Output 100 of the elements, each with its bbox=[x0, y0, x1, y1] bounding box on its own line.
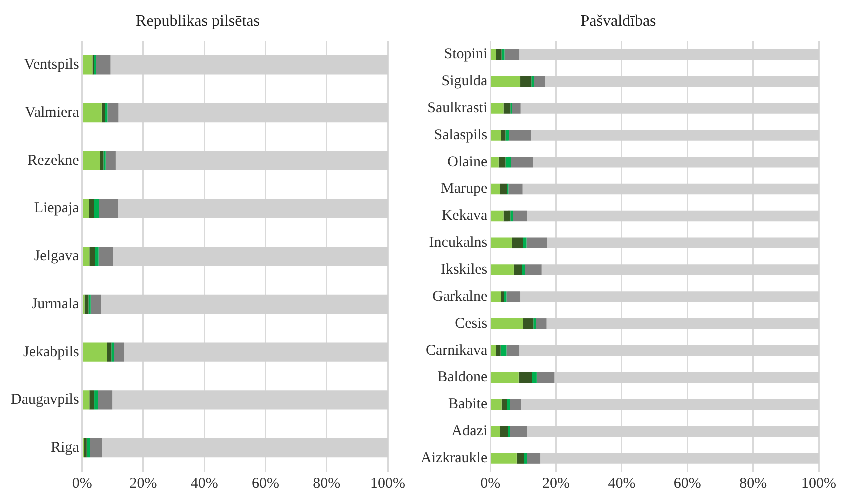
y-tick-label: Stopini bbox=[444, 46, 488, 63]
y-tick-label: Marupe bbox=[440, 181, 488, 198]
y-tick-label: Garkalne bbox=[432, 288, 488, 305]
bar bbox=[514, 264, 522, 276]
y-tick-label: Rezekne bbox=[28, 152, 80, 169]
bar bbox=[520, 76, 532, 87]
bar bbox=[510, 210, 514, 222]
bar bbox=[501, 292, 504, 302]
bar bbox=[83, 342, 108, 362]
x-tick-label: 60% bbox=[674, 476, 702, 492]
bar bbox=[496, 49, 502, 60]
bar bbox=[98, 390, 113, 410]
bar bbox=[506, 345, 520, 356]
bar bbox=[534, 76, 546, 87]
bar bbox=[83, 103, 102, 123]
bar bbox=[491, 453, 517, 464]
bar bbox=[112, 342, 114, 362]
bar bbox=[491, 49, 496, 60]
bar bbox=[513, 210, 528, 222]
bar bbox=[89, 199, 94, 218]
bar bbox=[107, 342, 112, 362]
bar bbox=[498, 156, 506, 168]
bar bbox=[98, 247, 114, 266]
bar bbox=[90, 247, 96, 266]
bar bbox=[512, 103, 521, 114]
bar bbox=[491, 210, 504, 222]
x-tick-label: 60% bbox=[252, 476, 280, 492]
y-tick-label: Jelgava bbox=[34, 248, 80, 265]
y-tick-label: Incukalns bbox=[429, 235, 488, 252]
bar bbox=[524, 453, 528, 464]
bar bbox=[491, 130, 502, 141]
x-tick-label: 0% bbox=[72, 476, 92, 492]
bar bbox=[491, 238, 512, 249]
bar bbox=[506, 292, 521, 302]
y-tick-label: Kekava bbox=[442, 208, 488, 224]
y-tick-label: Cesis bbox=[455, 316, 488, 332]
y-tick-label: Babite bbox=[448, 396, 488, 413]
bar bbox=[512, 238, 524, 249]
x-tick-label: 20% bbox=[542, 476, 570, 492]
bar bbox=[509, 130, 532, 141]
bar bbox=[491, 292, 502, 302]
bar bbox=[534, 318, 536, 330]
bar bbox=[510, 399, 522, 410]
y-tick-label: Baldone bbox=[438, 370, 488, 386]
bar bbox=[83, 56, 93, 75]
bar bbox=[500, 184, 508, 195]
chart-title: Pašvaldības bbox=[580, 12, 656, 30]
bar bbox=[83, 151, 100, 170]
bar bbox=[491, 399, 502, 410]
bar bbox=[507, 399, 510, 410]
bar bbox=[527, 453, 541, 464]
bar bbox=[114, 342, 125, 362]
bar bbox=[491, 372, 519, 384]
bar bbox=[532, 76, 534, 87]
y-tick-label: Daugavpils bbox=[10, 392, 80, 408]
bar bbox=[525, 264, 542, 276]
bar bbox=[83, 199, 90, 218]
bar bbox=[518, 372, 532, 384]
bar bbox=[491, 103, 504, 114]
bar bbox=[95, 247, 99, 266]
bar bbox=[511, 156, 533, 168]
x-tick-label: 40% bbox=[608, 476, 636, 492]
x-tick-label: 40% bbox=[190, 476, 218, 492]
y-tick-label: Ikskiles bbox=[440, 262, 488, 278]
bar bbox=[106, 151, 116, 170]
x-tick-label: 100% bbox=[370, 476, 406, 492]
bar bbox=[508, 184, 523, 195]
y-tick-label: Riga bbox=[50, 440, 80, 456]
y-tick-label: Jekabpils bbox=[23, 344, 80, 360]
bar bbox=[523, 238, 527, 249]
bar bbox=[491, 345, 496, 356]
x-tick-label: 100% bbox=[802, 476, 836, 492]
bar bbox=[86, 438, 90, 458]
bar bbox=[105, 103, 108, 123]
bar bbox=[504, 210, 511, 222]
x-tick-label: 80% bbox=[313, 476, 341, 492]
bar bbox=[491, 264, 514, 276]
bar bbox=[504, 49, 520, 60]
y-tick-label: Liepaja bbox=[34, 200, 80, 217]
bar bbox=[94, 199, 100, 218]
bar bbox=[491, 156, 499, 168]
x-tick-label: 0% bbox=[480, 476, 501, 492]
bar bbox=[90, 294, 102, 314]
y-tick-label: Carnikava bbox=[426, 342, 488, 359]
bar bbox=[84, 438, 87, 458]
y-tick-label: Sigulda bbox=[442, 74, 488, 90]
bar bbox=[94, 390, 98, 410]
bar bbox=[83, 390, 90, 410]
bar bbox=[506, 156, 512, 168]
bar bbox=[506, 130, 510, 141]
bar bbox=[491, 76, 521, 87]
bar bbox=[90, 438, 102, 458]
bar bbox=[522, 264, 526, 276]
x-tick-label: 80% bbox=[740, 476, 768, 492]
y-tick-label: Aizkraukle bbox=[420, 450, 488, 466]
bar bbox=[496, 345, 501, 356]
y-tick-label: Saulkrasti bbox=[428, 100, 488, 116]
bar bbox=[502, 49, 505, 60]
chart-title: Republikas pilsētas bbox=[136, 12, 260, 30]
bar bbox=[99, 199, 118, 218]
